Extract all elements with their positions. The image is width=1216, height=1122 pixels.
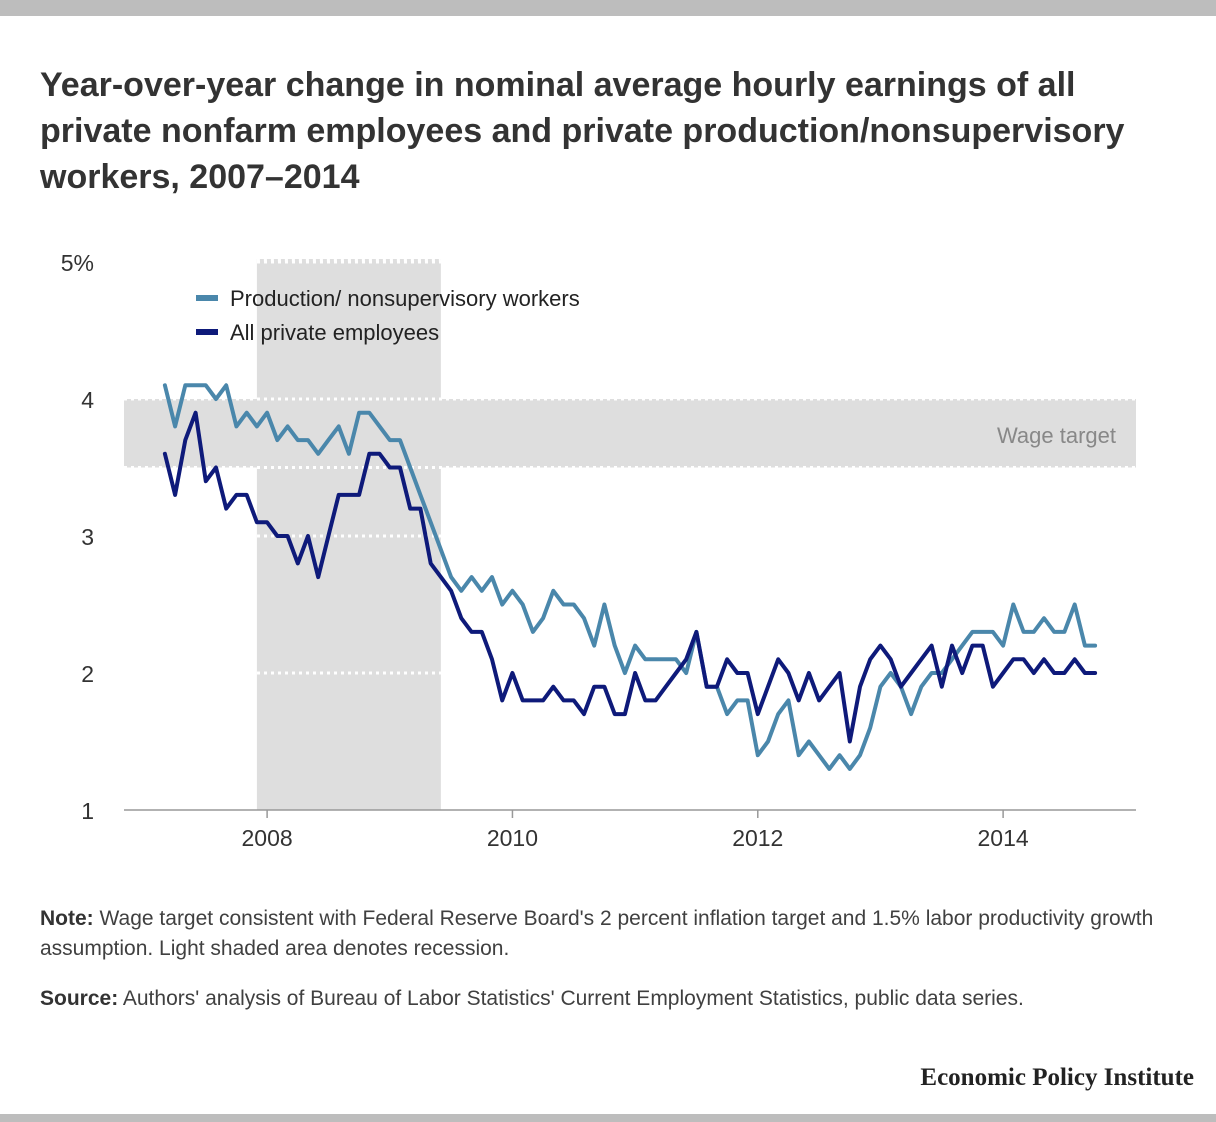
y-tick-label: 2 bbox=[81, 661, 94, 687]
y-tick-label: 4 bbox=[81, 387, 94, 413]
y-tick-label: 1 bbox=[81, 798, 94, 824]
note: Note: Wage target consistent with Federa… bbox=[40, 904, 1170, 964]
y-axis-ticks: 1 2 3 4 5% bbox=[61, 250, 94, 824]
source-label: Source: bbox=[40, 987, 119, 1010]
series-line-all-private-employees bbox=[162, 410, 1098, 744]
x-tick-label: 2010 bbox=[487, 825, 538, 851]
legend: Production/ nonsupervisory workers All pr… bbox=[196, 286, 580, 345]
note-text: Wage target consistent with Federal Rese… bbox=[40, 907, 1154, 960]
wage-target-label: Wage target bbox=[997, 423, 1116, 448]
line-chart: Wage target 1 2 3 4 5% 2008 2010 2012 2014 Prod… bbox=[61, 250, 1136, 851]
y-tick-label: 5% bbox=[61, 250, 94, 276]
legend-label: Production/ nonsupervisory workers bbox=[230, 286, 580, 311]
gridlines bbox=[124, 258, 1136, 675]
source-text: Authors' analysis of Bureau of Labor Sta… bbox=[122, 987, 1024, 1010]
publisher-logo: Economic Policy Institute bbox=[920, 1064, 1194, 1091]
series-lines bbox=[162, 383, 1098, 771]
x-axis-ticks: 2008 2010 2012 2014 bbox=[242, 810, 1029, 851]
note-label: Note: bbox=[40, 907, 94, 930]
legend-label: All private employees bbox=[230, 320, 439, 345]
x-tick-label: 2012 bbox=[732, 825, 783, 851]
x-tick-label: 2014 bbox=[978, 825, 1029, 851]
chart-title: Year-over-year change in nominal average… bbox=[40, 66, 1125, 196]
top-border bbox=[0, 0, 1216, 16]
source: Source: Authors' analysis of Bureau of L… bbox=[40, 984, 1170, 1014]
bottom-border bbox=[0, 1114, 1216, 1122]
x-tick-label: 2008 bbox=[242, 825, 293, 851]
y-tick-label: 3 bbox=[81, 524, 94, 550]
